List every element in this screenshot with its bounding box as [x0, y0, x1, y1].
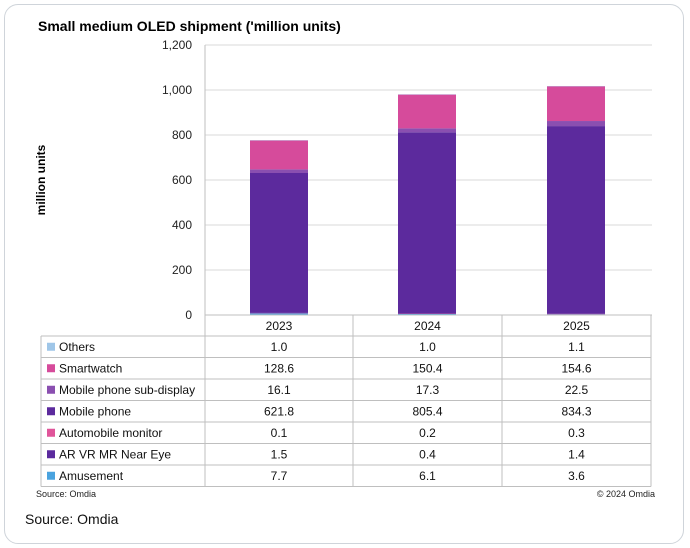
legend-label: Amusement — [59, 469, 124, 483]
y-tick-label: 0 — [185, 308, 192, 322]
data-label: 621.8 — [264, 404, 294, 418]
data-label: 834.3 — [561, 404, 591, 418]
legend-swatch — [47, 364, 55, 373]
data-label: 17.3 — [416, 383, 440, 397]
data-label: 1.0 — [419, 340, 436, 354]
bar-segment-mobile-phone-sub-display-2024 — [398, 128, 456, 133]
data-label: 150.4 — [412, 361, 442, 375]
x-category-label: 2025 — [563, 319, 590, 333]
legend-label: Smartwatch — [59, 361, 122, 375]
data-label: 22.5 — [565, 383, 589, 397]
source-caption: Source: Omdia — [25, 511, 119, 527]
data-label: 805.4 — [412, 404, 442, 418]
data-label: 1.1 — [568, 340, 585, 354]
bar-segment-mobile-phone-sub-display-2023 — [250, 169, 308, 174]
legend-swatch — [47, 407, 55, 416]
y-tick-label: 800 — [172, 128, 192, 142]
y-axis-label: million units — [34, 144, 48, 215]
x-category-label: 2023 — [266, 319, 293, 333]
bar-segment-mobile-phone-2023 — [250, 173, 308, 313]
legend-label: Mobile phone — [59, 404, 131, 418]
data-label: 6.1 — [419, 469, 436, 483]
data-label: 1.5 — [271, 447, 288, 461]
x-category-label: 2024 — [414, 319, 441, 333]
bar-segment-amusement-2024 — [398, 313, 456, 315]
legend-label: Mobile phone sub-display — [59, 383, 195, 397]
bar-segment-mobile-phone-2024 — [398, 132, 456, 314]
data-label: 0.2 — [419, 426, 436, 440]
legend-swatch — [47, 342, 55, 351]
bar-segment-smartwatch-2024 — [398, 94, 456, 129]
legend-swatch — [47, 385, 55, 394]
bar-segment-mobile-phone-sub-display-2025 — [547, 121, 605, 127]
bar-segment-mobile-phone-2025 — [547, 126, 605, 314]
data-label: 3.6 — [568, 469, 585, 483]
data-label: 0.3 — [568, 426, 585, 440]
data-label: 1.4 — [568, 447, 585, 461]
y-tick-label: 600 — [172, 173, 192, 187]
y-tick-label: 1,200 — [162, 38, 192, 52]
bar-segment-smartwatch-2023 — [250, 140, 308, 170]
chart-title: Small medium OLED shipment ('million uni… — [38, 18, 341, 34]
data-label: 154.6 — [561, 361, 591, 375]
data-label: 7.7 — [271, 469, 288, 483]
legend-label: AR VR MR Near Eye — [59, 447, 171, 461]
bars — [250, 85, 605, 315]
y-tick-label: 400 — [172, 218, 192, 232]
legend-swatch — [47, 471, 55, 480]
bar-segment-amusement-2023 — [250, 313, 308, 315]
y-tick-label: 200 — [172, 263, 192, 277]
y-tick-label: 1,000 — [162, 83, 192, 97]
data-label: 0.4 — [419, 447, 436, 461]
legend-swatch — [47, 428, 55, 437]
legend-label: Automobile monitor — [59, 426, 162, 440]
source-note-small: Source: Omdia — [36, 489, 96, 499]
legend-swatch — [47, 450, 55, 459]
bar-segment-smartwatch-2025 — [547, 86, 605, 122]
y-axis-ticks: 0 200 400 600 800 1,000 1,200 — [162, 38, 192, 322]
data-label: 16.1 — [267, 383, 291, 397]
data-label: 0.1 — [271, 426, 288, 440]
legend-label: Others — [59, 340, 95, 354]
data-label: 128.6 — [264, 361, 294, 375]
data-label: 1.0 — [271, 340, 288, 354]
data-table: 2023 2024 2025 Others 1.0 1.0 1.1 Smartwatch 128… — [40, 314, 652, 487]
copyright-note: © 2024 Omdia — [597, 489, 655, 499]
